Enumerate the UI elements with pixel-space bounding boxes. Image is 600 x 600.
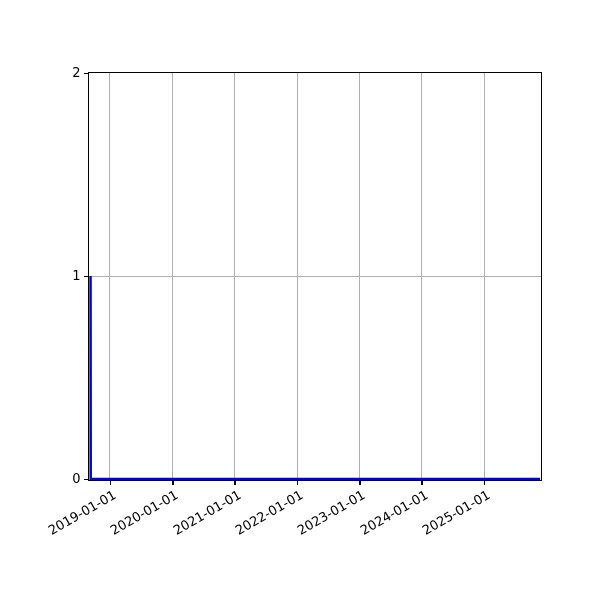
x-tick-mark [109, 481, 112, 485]
x-gridline [483, 73, 485, 480]
data-series-line [89, 275, 540, 481]
x-gridline [421, 73, 423, 480]
grid-layer [89, 73, 541, 480]
x-tick-mark [359, 481, 361, 485]
x-gridline [171, 73, 173, 480]
y-tick-label: 1 [72, 268, 81, 284]
x-tick-mark [421, 481, 423, 485]
plot-area [88, 72, 542, 481]
y-tick-mark [84, 478, 88, 481]
x-tick-mark [483, 481, 486, 485]
x-gridline [358, 73, 360, 480]
x-gridline [109, 73, 111, 480]
x-tick-mark [234, 481, 236, 485]
x-gridline [296, 73, 298, 480]
x-tick-label: 2023-01-01 [295, 487, 369, 539]
x-tick-mark [172, 481, 174, 485]
y-tick-mark [84, 72, 88, 75]
series-layer [89, 275, 540, 481]
y-tick-mark [84, 275, 88, 278]
x-tick-label: 2020-01-01 [108, 487, 182, 539]
x-tick-label: 2021-01-01 [170, 487, 244, 539]
y-gridline [89, 275, 541, 277]
x-tick-mark [296, 481, 299, 485]
x-tick-label: 2022-01-01 [233, 487, 307, 539]
x-gridline [234, 73, 236, 480]
y-tick-label: 2 [72, 65, 81, 81]
x-tick-label: 2025-01-01 [420, 487, 494, 539]
y-tick-label: 0 [72, 471, 81, 487]
x-tick-label: 2019-01-01 [46, 487, 119, 539]
x-tick-label: 2024-01-01 [357, 487, 431, 539]
